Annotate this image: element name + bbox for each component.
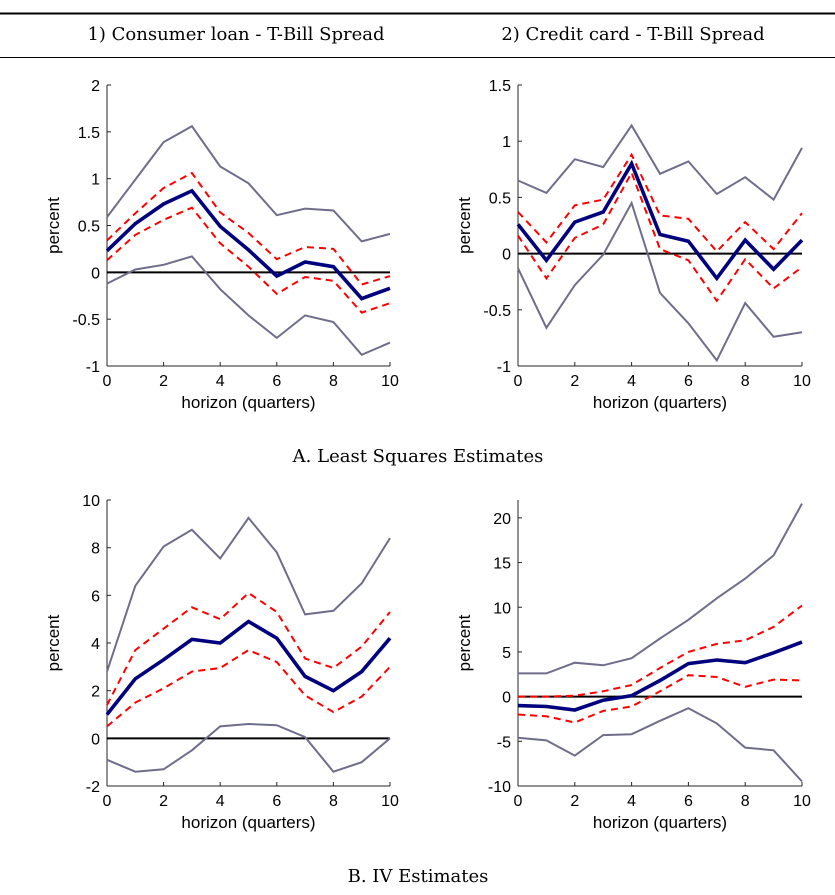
x-tick-label: 4 xyxy=(216,373,225,390)
y-tick-label: 5 xyxy=(502,645,511,662)
y-tick-label: -2 xyxy=(86,779,100,796)
series-line-band68-lower xyxy=(106,648,391,728)
y-tick-label: 20 xyxy=(493,511,511,528)
y-tick-label: 10 xyxy=(82,493,100,510)
x-tick-label: 4 xyxy=(627,793,636,810)
column-header-1: 1) Consumer loan - T-Bill Spread xyxy=(87,24,384,45)
series-line-band68-lower xyxy=(517,170,803,303)
x-tick-label: 8 xyxy=(741,373,750,390)
y-tick-label: -1 xyxy=(497,359,511,376)
series-line-band68-lower xyxy=(517,674,803,724)
series-line-point xyxy=(105,188,391,301)
x-tick-label: 2 xyxy=(159,793,168,810)
y-tick-label: 1 xyxy=(502,134,511,151)
y-tick-label: 0 xyxy=(502,247,511,264)
series-line-band95-lower xyxy=(517,200,803,363)
y-tick-label: 8 xyxy=(91,541,100,558)
series-line-band68-upper xyxy=(518,604,803,698)
x-tick-label: 4 xyxy=(627,373,636,390)
y-tick-label: 0.5 xyxy=(78,219,100,236)
chart-panel-a1: 0 2 4 6 8 10 -1 -0.5 0 0.5 1 1.5 2 horizon (quarters)… xyxy=(44,78,399,412)
section-caption-a: A. Least Squares Estimates xyxy=(292,446,544,467)
x-tick-label: 2 xyxy=(570,793,579,810)
y-tick-label: 10 xyxy=(493,600,511,617)
y-tick-label: 0 xyxy=(91,265,100,282)
y-tick-label: 0 xyxy=(502,690,511,707)
series-line-band68-upper xyxy=(106,591,391,706)
x-axis-title: horizon (quarters) xyxy=(593,813,727,832)
series-line-point xyxy=(516,159,804,282)
x-tick-label: 2 xyxy=(570,373,579,390)
series-line-band95-lower xyxy=(106,722,391,773)
y-axis-title: percent xyxy=(455,614,474,671)
y-tick-label: 0.5 xyxy=(489,190,511,207)
x-axis-title: horizon (quarters) xyxy=(181,813,315,832)
x-tick-label: 0 xyxy=(514,793,523,810)
column-header-2: 2) Credit card - T-Bill Spread xyxy=(501,24,764,45)
x-tick-label: 10 xyxy=(793,373,811,390)
series-line-band95-upper xyxy=(517,123,803,202)
x-tick-label: 0 xyxy=(103,793,112,810)
x-tick-label: 8 xyxy=(329,793,338,810)
x-tick-label: 4 xyxy=(216,793,225,810)
chart-panel-a2: 0 2 4 6 8 10 -1 -0.5 0 0.5 1 1.5 horizon (quarters) p… xyxy=(455,78,811,412)
section-caption-b: B. IV Estimates xyxy=(348,866,489,887)
series-line-band95-upper xyxy=(106,516,391,672)
series-line-point xyxy=(105,619,392,716)
y-tick-label: 1.5 xyxy=(78,125,100,142)
x-axis-title: horizon (quarters) xyxy=(181,393,315,412)
y-tick-label: 6 xyxy=(91,588,100,605)
series-line-band95-lower xyxy=(517,707,803,783)
series-line-band95-upper xyxy=(106,124,391,243)
x-tick-label: 10 xyxy=(381,373,399,390)
y-tick-label: -5 xyxy=(497,734,511,751)
y-tick-label: -1 xyxy=(86,359,100,376)
x-tick-label: 8 xyxy=(741,793,750,810)
y-tick-label: 2 xyxy=(91,78,100,95)
x-tick-label: 6 xyxy=(272,793,281,810)
x-tick-label: 0 xyxy=(103,373,112,390)
y-tick-label: -10 xyxy=(488,779,511,796)
x-tick-label: 0 xyxy=(514,373,523,390)
x-tick-label: 8 xyxy=(329,373,338,390)
chart-panel-b2: 0 2 4 6 8 10 -10 -5 0 5 10 15 20 horizon (quarters) pe… xyxy=(455,500,811,832)
y-tick-label: 4 xyxy=(91,636,100,653)
series-line-band95-lower xyxy=(106,255,391,357)
x-tick-label: 6 xyxy=(684,793,693,810)
x-tick-label: 10 xyxy=(381,793,399,810)
series-line-band68-lower xyxy=(106,206,391,314)
series-line-band95-upper xyxy=(518,503,803,675)
y-tick-label: 1.5 xyxy=(489,78,511,95)
series-line-band68-upper xyxy=(106,171,391,286)
series-line-band68-upper xyxy=(517,152,803,253)
x-axis-title: horizon (quarters) xyxy=(593,393,727,412)
y-tick-label: 2 xyxy=(91,684,100,701)
y-tick-label: -0.5 xyxy=(72,312,100,329)
y-tick-label: 1 xyxy=(91,172,100,189)
y-axis-title: percent xyxy=(44,614,63,671)
x-tick-label: 10 xyxy=(793,793,811,810)
y-axis-title: percent xyxy=(455,197,474,254)
y-tick-label: -0.5 xyxy=(483,303,511,320)
x-tick-label: 6 xyxy=(684,373,693,390)
y-axis-title: percent xyxy=(44,197,63,254)
series-line-point xyxy=(517,640,803,712)
x-tick-label: 6 xyxy=(272,373,281,390)
y-tick-label: 0 xyxy=(91,731,100,748)
y-tick-label: 15 xyxy=(493,556,511,573)
x-tick-label: 2 xyxy=(159,373,168,390)
